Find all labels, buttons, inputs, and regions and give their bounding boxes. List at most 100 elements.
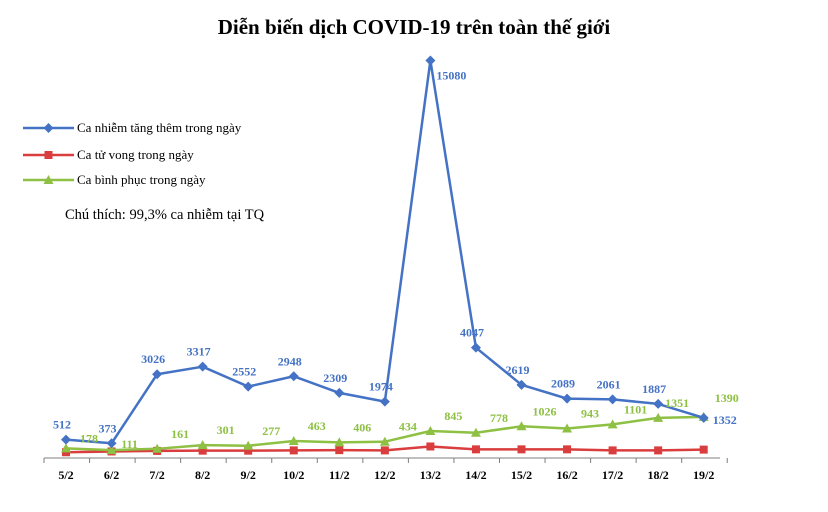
point-recovered xyxy=(379,436,390,446)
legend-marker-deaths xyxy=(44,151,53,159)
point-recovered xyxy=(653,412,664,422)
point-cases xyxy=(470,342,481,353)
data-label-cases: 3026 xyxy=(141,352,165,366)
data-label-recovered: 111 xyxy=(121,437,138,451)
legend-item-deaths: Ca tử vong trong ngày xyxy=(23,147,194,162)
point-cases xyxy=(197,361,208,372)
data-label-cases: 1352 xyxy=(713,413,737,427)
point-deaths xyxy=(289,446,298,455)
x-tick-label: 18/2 xyxy=(647,468,668,482)
point-recovered xyxy=(425,426,436,436)
x-tick-label: 12/2 xyxy=(374,468,395,482)
legend-marker-recovered xyxy=(43,175,54,184)
point-recovered xyxy=(470,427,481,437)
x-tick-label: 5/2 xyxy=(58,468,73,482)
data-label-recovered: 778 xyxy=(490,411,508,425)
x-tick-label: 9/2 xyxy=(241,468,256,482)
x-tick-label: 17/2 xyxy=(602,468,623,482)
point-recovered xyxy=(288,435,299,445)
point-recovered xyxy=(562,423,573,433)
data-label-cases: 3317 xyxy=(187,345,211,359)
point-recovered xyxy=(106,445,117,455)
data-label-cases: 1974 xyxy=(369,380,393,394)
point-recovered xyxy=(197,440,208,450)
data-labels: 512 373 3026 3317 2552 2948 2309 1974 15080 4047 2… xyxy=(53,69,739,452)
x-tick-label: 6/2 xyxy=(104,468,119,482)
data-label-recovered: 943 xyxy=(581,406,599,420)
point-deaths xyxy=(426,442,435,451)
x-axis-ticks: 5/2 6/2 7/2 8/2 9/2 10/2 11/2 12/2 13/2 14/2 15/2 1… xyxy=(43,458,728,482)
legend-label-deaths: Ca tử vong trong ngày xyxy=(77,147,194,162)
x-tick-label: 7/2 xyxy=(149,468,164,482)
point-cases xyxy=(607,394,618,405)
point-deaths xyxy=(699,445,708,454)
point-recovered xyxy=(607,419,618,429)
data-label-recovered: 301 xyxy=(217,423,235,437)
point-recovered xyxy=(61,443,71,453)
point-cases xyxy=(516,379,527,390)
data-label-cases: 2619 xyxy=(506,363,530,377)
x-tick-label: 14/2 xyxy=(465,468,486,482)
data-label-cases: 512 xyxy=(53,418,71,432)
data-label-cases: 2309 xyxy=(323,371,347,385)
point-cases xyxy=(288,371,299,382)
chart-title: Diễn biến dịch COVID-19 trên toàn thế gi… xyxy=(218,15,611,39)
series-group xyxy=(61,55,709,457)
data-label-recovered: 178 xyxy=(80,431,98,445)
point-cases xyxy=(562,393,573,404)
x-tick-label: 15/2 xyxy=(511,468,532,482)
legend-item-cases: Ca nhiễm tăng thêm trong ngày xyxy=(23,120,242,135)
data-label-cases: 2089 xyxy=(551,377,575,391)
point-deaths xyxy=(654,446,663,455)
data-label-recovered: 1351 xyxy=(665,396,689,410)
data-label-recovered: 406 xyxy=(353,420,371,434)
point-cases xyxy=(61,434,71,445)
data-label-cases: 15080 xyxy=(436,69,466,83)
point-recovered xyxy=(334,437,345,447)
point-deaths xyxy=(244,446,253,455)
point-recovered xyxy=(243,440,254,450)
legend-marker-cases xyxy=(43,123,54,133)
data-label-recovered: 277 xyxy=(262,424,280,438)
data-label-recovered: 1101 xyxy=(624,402,647,416)
point-cases xyxy=(243,381,254,392)
point-recovered xyxy=(516,421,527,431)
x-tick-label: 11/2 xyxy=(329,468,350,482)
x-tick-label: 10/2 xyxy=(283,468,304,482)
point-deaths xyxy=(563,445,572,454)
point-cases xyxy=(334,387,345,398)
point-deaths xyxy=(335,446,344,455)
point-deaths xyxy=(471,445,480,454)
data-label-recovered: 434 xyxy=(399,420,417,434)
point-deaths xyxy=(198,446,207,455)
data-label-cases: 2948 xyxy=(278,354,302,368)
point-recovered xyxy=(152,443,163,453)
point-cases xyxy=(152,369,163,380)
point-cases xyxy=(653,398,664,409)
point-cases xyxy=(425,55,436,66)
data-label-recovered: 845 xyxy=(444,409,462,423)
data-label-cases: 2061 xyxy=(597,377,621,391)
point-cases xyxy=(106,438,117,449)
data-label-cases: 373 xyxy=(99,421,117,435)
x-tick-label: 19/2 xyxy=(693,468,714,482)
data-label-cases: 2552 xyxy=(232,365,256,379)
data-label-recovered: 161 xyxy=(171,427,189,441)
point-deaths xyxy=(608,446,617,455)
data-label-recovered: 1390 xyxy=(715,391,739,405)
legend-item-recovered: Ca bình phục trong ngày xyxy=(23,172,206,187)
legend-label-cases: Ca nhiễm tăng thêm trong ngày xyxy=(77,120,242,135)
legend: Ca nhiễm tăng thêm trong ngày Ca tử vong… xyxy=(23,120,242,187)
x-tick-label: 16/2 xyxy=(556,468,577,482)
x-tick-label: 8/2 xyxy=(195,468,210,482)
data-label-cases: 4047 xyxy=(460,326,484,340)
point-deaths xyxy=(517,445,526,454)
point-deaths xyxy=(380,446,389,455)
data-label-cases: 1887 xyxy=(642,382,666,396)
point-cases xyxy=(698,412,709,423)
legend-label-recovered: Ca bình phục trong ngày xyxy=(77,172,206,187)
chart-note: Chú thích: 99,3% ca nhiễm tại TQ xyxy=(65,207,265,223)
x-tick-label: 13/2 xyxy=(420,468,441,482)
point-cases xyxy=(379,396,390,407)
